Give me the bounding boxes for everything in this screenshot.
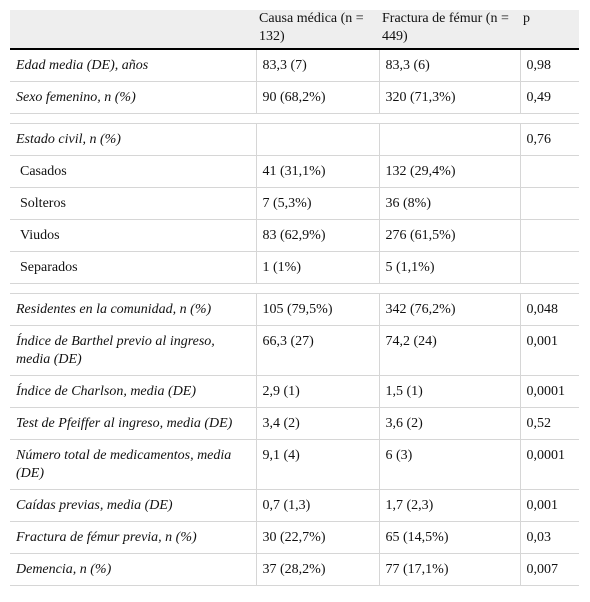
row-label: Sexo femenino, n (%) (10, 81, 256, 114)
data-table: Causa médica (n = 132) Fractura de fémur … (10, 10, 579, 586)
header-cell: Causa médica (n = 132) (256, 10, 379, 50)
cell (519, 155, 579, 188)
cell: 342 (76,2%) (378, 293, 520, 326)
cell: 7 (5,3%) (255, 187, 379, 220)
cell: 0,7 (1,3) (255, 489, 379, 522)
cell: 36 (8%) (378, 187, 520, 220)
row-label: Viudos (10, 219, 256, 252)
table-row: Separados 1 (1%) 5 (1,1%) (10, 251, 579, 284)
cell: 5 (1,1%) (378, 251, 520, 284)
cell: 74,2 (24) (378, 325, 520, 376)
row-label: Test de Pfeiffer al ingreso, media (DE) (10, 407, 256, 440)
row-label: Solteros (10, 187, 256, 220)
cell: 276 (61,5%) (378, 219, 520, 252)
cell (255, 123, 379, 156)
cell: 90 (68,2%) (255, 81, 379, 114)
table-row: Solteros 7 (5,3%) 36 (8%) (10, 187, 579, 220)
row-label: Índice de Charlson, media (DE) (10, 375, 256, 408)
cell: 1 (1%) (255, 251, 379, 284)
cell: 77 (17,1%) (378, 553, 520, 586)
cell: 9,1 (4) (255, 439, 379, 490)
cell (519, 251, 579, 284)
row-label: Separados (10, 251, 256, 284)
cell: 0,001 (519, 489, 579, 522)
cell (519, 187, 579, 220)
cell: 0,0001 (519, 375, 579, 408)
cell: 105 (79,5%) (255, 293, 379, 326)
spacer-cell (10, 113, 579, 124)
row-label: Edad media (DE), años (10, 49, 256, 82)
cell: 0,0001 (519, 439, 579, 490)
table-row: Estado civil, n (%) 0,76 (10, 123, 579, 156)
cell: 0,52 (519, 407, 579, 440)
table-row: Viudos 83 (62,9%) 276 (61,5%) (10, 219, 579, 252)
cell (378, 123, 520, 156)
cell: 0,007 (519, 553, 579, 586)
cell: 132 (29,4%) (378, 155, 520, 188)
row-label: Fractura de fémur previa, n (%) (10, 521, 256, 554)
cell: 0,49 (519, 81, 579, 114)
cell: 83,3 (7) (255, 49, 379, 82)
cell: 83 (62,9%) (255, 219, 379, 252)
table-row: Residentes en la comunidad, n (%) 105 (79… (10, 293, 579, 326)
table-row: Caídas previas, media (DE) 0,7 (1,3) 1,7 (… (10, 489, 579, 522)
spacer-cell (10, 283, 579, 294)
row-label: Caídas previas, media (DE) (10, 489, 256, 522)
row-label: Estado civil, n (%) (10, 123, 256, 156)
spacer-row (10, 283, 579, 294)
table-row: Índice de Barthel previo al ingreso, med… (10, 325, 579, 376)
table-row: Casados 41 (31,1%) 132 (29,4%) (10, 155, 579, 188)
header-cell: p (520, 10, 579, 50)
row-label: Residentes en la comunidad, n (%) (10, 293, 256, 326)
cell: 320 (71,3%) (378, 81, 520, 114)
cell: 3,6 (2) (378, 407, 520, 440)
row-label: Índice de Barthel previo al ingreso, med… (10, 325, 256, 376)
cell: 0,001 (519, 325, 579, 376)
row-label: Demencia, n (%) (10, 553, 256, 586)
cell: 65 (14,5%) (378, 521, 520, 554)
header-cell: Fractura de fémur (n = 449) (379, 10, 520, 50)
table-row: Índice de Charlson, media (DE) 2,9 (1) 1,5… (10, 375, 579, 408)
cell: 30 (22,7%) (255, 521, 379, 554)
cell: 6 (3) (378, 439, 520, 490)
cell: 83,3 (6) (378, 49, 520, 82)
table-row: Sexo femenino, n (%) 90 (68,2%) 320 (71,3%… (10, 81, 579, 114)
row-label: Casados (10, 155, 256, 188)
table-body: Edad media (DE), años 83,3 (7) 83,3 (6) 0,9… (10, 49, 579, 586)
cell (519, 219, 579, 252)
cell: 1,7 (2,3) (378, 489, 520, 522)
cell: 0,98 (519, 49, 579, 82)
cell: 0,03 (519, 521, 579, 554)
row-label: Número total de medicamentos, media (DE) (10, 439, 256, 490)
spacer-row (10, 113, 579, 124)
table-row: Test de Pfeiffer al ingreso, media (DE) 3… (10, 407, 579, 440)
table-row: Demencia, n (%) 37 (28,2%) 77 (17,1%) 0,007 (10, 553, 579, 586)
table-row: Fractura de fémur previa, n (%) 30 (22,7%… (10, 521, 579, 554)
cell: 0,048 (519, 293, 579, 326)
table-row: Edad media (DE), años 83,3 (7) 83,3 (6) 0,9… (10, 49, 579, 82)
header-row: Causa médica (n = 132) Fractura de fémur … (10, 10, 579, 50)
cell: 66,3 (27) (255, 325, 379, 376)
cell: 41 (31,1%) (255, 155, 379, 188)
cell: 37 (28,2%) (255, 553, 379, 586)
cell: 1,5 (1) (378, 375, 520, 408)
header-cell (10, 10, 256, 50)
cell: 3,4 (2) (255, 407, 379, 440)
cell: 0,76 (519, 123, 579, 156)
table-row: Número total de medicamentos, media (DE)… (10, 439, 579, 490)
cell: 2,9 (1) (255, 375, 379, 408)
